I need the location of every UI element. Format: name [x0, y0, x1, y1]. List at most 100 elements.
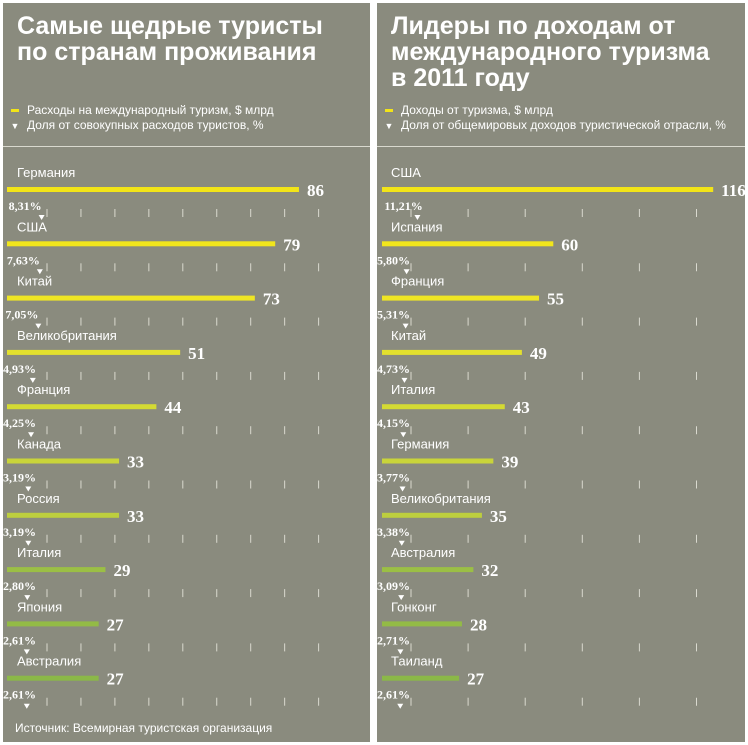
right-legend-bar: Доходы от туризма, $ млрд [383, 103, 553, 117]
right-legend-divider [377, 146, 745, 147]
share-label: 3,19% [3, 525, 36, 539]
value-label: 73 [263, 290, 280, 309]
value-label: 44 [164, 398, 182, 417]
category-label: Япония [17, 599, 62, 614]
legend-bar-icon [9, 103, 21, 117]
value-label: 27 [107, 615, 125, 634]
value-label: 55 [547, 290, 564, 309]
value-bar [7, 187, 299, 192]
value-label: 27 [107, 670, 125, 689]
share-marker [397, 649, 404, 655]
left-legend-divider [3, 146, 370, 147]
source-note: Источник: Всемирная туристская организац… [15, 721, 273, 735]
legend-triangle-icon: ▼ [10, 121, 20, 131]
value-label: 79 [283, 235, 300, 254]
category-label: Франция [391, 274, 444, 289]
value-bar [382, 349, 522, 355]
share-marker [397, 703, 404, 709]
left-legend-share: ▼ Доля от совокупных расходов туристов, % [9, 118, 264, 133]
value-bar [7, 295, 255, 301]
share-marker [401, 377, 408, 383]
category-label: США [391, 165, 421, 180]
right-chart-panel: Лидеры по доходам от международного тури… [377, 3, 745, 742]
share-marker [400, 432, 407, 438]
value-bar [382, 621, 462, 627]
share-label: 11,21% [384, 199, 422, 213]
value-bar [7, 404, 157, 410]
value-bar [382, 404, 505, 410]
left-chart-title: Самые щедрые туристы по странам проживан… [17, 12, 323, 66]
value-label: 27 [467, 670, 485, 689]
share-label: 2,61% [377, 688, 410, 702]
left-bar-chart: Германия 86 8,31% США 79 7,63% Китай 73 7,05% Вел… [3, 165, 324, 709]
right-legend-bar-label: Доходы от туризма, $ млрд [401, 103, 553, 117]
share-label: 4,93% [3, 362, 36, 376]
share-label: 2,61% [3, 688, 36, 702]
category-label: Германия [391, 437, 449, 452]
value-label: 33 [127, 507, 144, 526]
share-label: 7,05% [5, 308, 38, 322]
share-marker [23, 703, 30, 709]
value-bar [382, 567, 474, 573]
category-label: Канада [17, 437, 62, 452]
share-marker [25, 486, 32, 492]
share-marker [25, 540, 32, 546]
category-label: Германия [17, 165, 75, 180]
value-bar [7, 567, 106, 573]
share-marker [24, 595, 31, 601]
category-label: Франция [17, 382, 70, 397]
category-label: Таиланд [391, 654, 443, 669]
share-label: 5,31% [377, 308, 410, 322]
value-label: 29 [113, 561, 130, 580]
value-bar [7, 458, 120, 464]
legend-bar-icon [383, 103, 395, 117]
category-label: Австралия [17, 654, 81, 669]
share-label: 4,73% [377, 362, 410, 376]
share-label: 3,38% [377, 525, 410, 539]
share-label: 3,77% [377, 471, 410, 485]
category-label: Италия [17, 545, 61, 560]
value-label: 33 [127, 453, 144, 472]
value-bar [382, 295, 540, 301]
right-legend-share: ▼ Доля от общемировых доходов туристическ… [383, 118, 726, 133]
share-marker [398, 540, 405, 546]
category-label: Великобритания [391, 491, 491, 506]
value-bar [7, 241, 276, 247]
share-label: 4,25% [3, 416, 36, 430]
category-label: Великобритания [17, 328, 117, 343]
share-label: 3,19% [3, 471, 36, 485]
share-marker [38, 215, 45, 220]
share-marker [23, 649, 30, 655]
left-legend-bar-label: Расходы на международный туризм, $ млрд [27, 103, 274, 117]
category-label: Испания [391, 219, 443, 234]
share-marker [29, 377, 36, 383]
value-label: 28 [470, 615, 487, 634]
share-label: 2,80% [3, 579, 36, 593]
value-label: 32 [481, 561, 498, 580]
share-label: 7,63% [7, 253, 40, 267]
share-marker [399, 486, 406, 492]
value-label: 60 [561, 235, 578, 254]
share-label: 5,80% [377, 253, 410, 267]
category-label: Китай [17, 274, 52, 289]
value-bar [7, 621, 99, 627]
value-label: 116 [721, 181, 745, 200]
category-label: Гонконг [391, 599, 437, 614]
share-marker [414, 215, 421, 220]
value-bar [382, 675, 460, 681]
value-label: 51 [188, 344, 205, 363]
right-legend-share-label: Доля от общемировых доходов туристическо… [401, 118, 726, 132]
value-bar [7, 675, 99, 681]
value-label: 35 [490, 507, 507, 526]
left-legend-share-label: Доля от совокупных расходов туристов, % [27, 118, 264, 132]
share-label: 4,15% [377, 416, 410, 430]
value-label: 49 [530, 344, 547, 363]
right-bar-chart: США 116 11,21% Испания 60 5,80% Франция 55 5,31%… [377, 165, 745, 709]
category-label: Китай [391, 328, 426, 343]
share-marker [35, 323, 42, 329]
share-label: 8,31% [9, 199, 42, 213]
category-label: США [17, 219, 47, 234]
value-bar [7, 512, 120, 518]
share-marker [402, 323, 409, 329]
share-label: 3,09% [377, 579, 410, 593]
